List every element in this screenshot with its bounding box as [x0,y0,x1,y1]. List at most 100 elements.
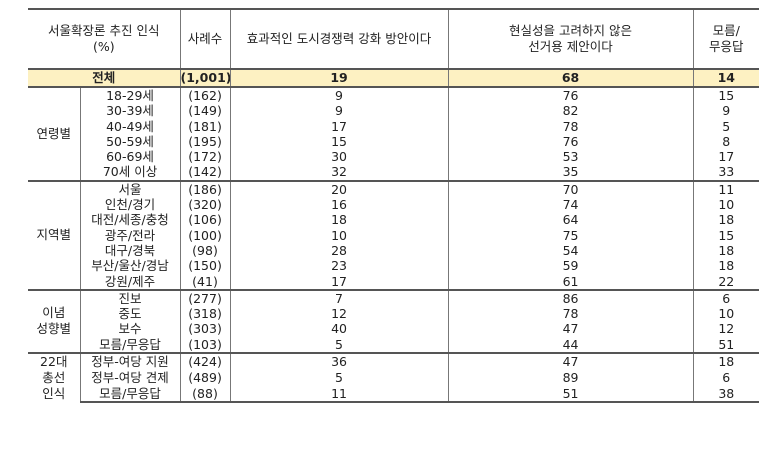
total-dont-know: 14 [692,69,760,88]
row-sample-size: (489) [179,369,231,386]
row-effective: 10 [229,227,449,243]
row-dont-know: 5 [692,118,760,134]
row-effective: 28 [229,242,449,259]
row-sample-size: (162) [179,87,231,104]
row-effective: 12 [229,306,449,322]
row-label: 광주/전라 [79,227,181,243]
header-dont-know: 모름/ 무응답 [692,8,760,70]
row-sample-size: (106) [179,212,231,228]
table-row: 지역별 서울 (186) 20 70 11 [28,179,760,290]
row-label: 대전/세종/충청 [79,212,181,228]
row-label: 모름/무응답 [79,336,181,354]
row-election-proposal: 47 [447,352,694,370]
row-label: 70세 이상 [79,164,181,181]
row-sample-size: (181) [179,118,231,134]
row-dont-know: 33 [692,164,760,181]
row-dont-know: 18 [692,258,760,274]
table-row: 연령별 18-29세 (162) 9 76 15 [28,87,760,141]
row-dont-know: 22 [692,273,760,290]
row-dont-know: 8 [692,133,760,150]
table-row: 50-59세 (195) 15 76 8 [28,133,760,150]
row-election-proposal: 35 [447,164,694,181]
header-election-line2: 선거용 제안이다 [528,39,613,54]
row-dont-know: 18 [692,212,760,228]
row-label: 40-49세 [79,118,181,134]
row-election-proposal: 70 [447,179,694,198]
table-row: 모름/무응답 (88) 11 51 38 [28,385,760,404]
row-election-proposal: 76 [447,133,694,150]
row-sample-size: (303) [179,321,231,337]
group-label: 지역별 [28,179,80,290]
row-dont-know: 10 [692,197,760,213]
table-row: 70세 이상 (142) 32 35 33 [28,164,760,181]
group-label-line: 성향별 [36,321,71,337]
row-effective: 16 [229,197,449,213]
row-dont-know: 6 [692,288,760,307]
row-sample-size: (103) [179,336,231,354]
row-election-proposal: 61 [447,273,694,290]
group-label: 연령별 [28,87,80,181]
header-effective: 효과적인 도시경쟁력 강화 방안이다 [229,8,449,70]
row-effective: 17 [229,118,449,134]
total-label: 전체 [28,69,181,88]
row-label: 서울 [79,179,181,198]
row-label: 대구/경북 [79,242,181,259]
row-effective: 9 [229,103,449,119]
row-effective: 32 [229,164,449,181]
row-label: 인천/경기 [79,197,181,213]
row-dont-know: 38 [692,385,760,404]
total-election-proposal: 68 [447,69,694,88]
row-effective: 40 [229,321,449,337]
row-sample-size: (150) [179,258,231,274]
row-effective: 36 [229,352,449,370]
row-election-proposal: 82 [447,103,694,119]
table-row: 60-69세 (172) 30 53 17 [28,149,760,165]
row-election-proposal: 51 [447,385,694,404]
row-sample-size: (424) [179,352,231,370]
row-dont-know: 18 [692,352,760,370]
header-election-line1: 현실성을 고려하지 않은 [509,23,632,38]
table-row: 정부-여당 견제 (489) 5 89 6 [28,369,760,386]
row-label: 60-69세 [79,149,181,165]
row-dont-know: 15 [692,87,760,104]
group-label: 22대 총선 인식 [28,352,80,403]
table-row: 이념 성향별 진보 (277) 7 86 6 [28,288,760,354]
row-label: 정부-여당 견제 [79,369,181,386]
row-label: 보수 [79,321,181,337]
row-label: 부산/울산/경남 [79,258,181,274]
row-effective: 11 [229,385,449,404]
table-row: 강원/제주 (41) 17 61 22 [28,273,760,290]
total-sample-size: (1,001) [179,69,231,88]
table-row: 모름/무응답 (103) 5 44 51 [28,336,760,354]
row-election-proposal: 47 [447,321,694,337]
row-dont-know: 6 [692,369,760,386]
row-dont-know: 12 [692,321,760,337]
table-header: 서울확장론 추진 인식 (%) 사례수 효과적인 도시경쟁력 강화 방안이다 현… [28,8,760,70]
header-dont-know-line2: 무응답 [709,39,744,54]
table-row: 중도 (318) 12 78 10 [28,306,760,322]
group-label-line: 연령별 [36,125,71,141]
row-effective: 30 [229,149,449,165]
row-label: 정부-여당 지원 [79,352,181,370]
row-sample-size: (195) [179,133,231,150]
row-election-proposal: 53 [447,149,694,165]
row-election-proposal: 78 [447,306,694,322]
group-label: 이념 성향별 [28,288,80,354]
survey-table: 서울확장론 추진 인식 (%) 사례수 효과적인 도시경쟁력 강화 방안이다 현… [28,8,760,404]
group-label-line: 총선 [42,370,66,386]
table-row: 30-39세 (149) 9 82 9 [28,103,760,119]
table-row: 부산/울산/경남 (150) 23 59 18 [28,258,760,274]
row-dont-know: 11 [692,179,760,198]
row-election-proposal: 74 [447,197,694,213]
row-dont-know: 15 [692,227,760,243]
row-sample-size: (88) [179,385,231,404]
row-election-proposal: 64 [447,212,694,228]
header-category: 서울확장론 추진 인식 (%) [28,8,181,70]
row-election-proposal: 89 [447,369,694,386]
row-effective: 15 [229,133,449,150]
group-label-line: 인식 [42,386,66,402]
table-row: 대구/경북 (98) 28 54 18 [28,242,760,259]
group-label-line: 22대 [40,354,68,370]
row-dont-know: 10 [692,306,760,322]
row-election-proposal: 75 [447,227,694,243]
